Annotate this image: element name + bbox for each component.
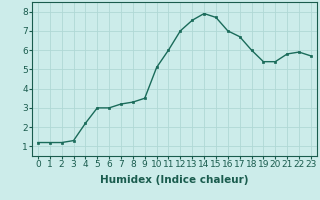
X-axis label: Humidex (Indice chaleur): Humidex (Indice chaleur) — [100, 175, 249, 185]
